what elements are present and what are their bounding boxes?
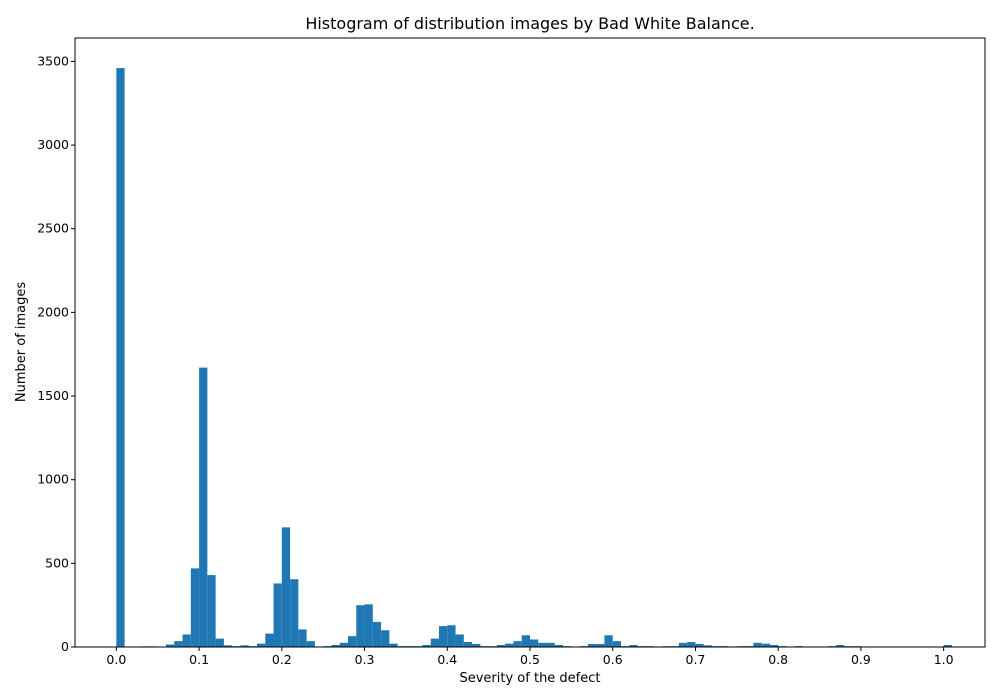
histogram-bar <box>215 638 224 647</box>
histogram-bar <box>389 643 398 647</box>
histogram-bar <box>836 644 845 647</box>
histogram-bar <box>182 634 191 647</box>
histogram-bar <box>116 68 125 648</box>
y-tick-label: 0 <box>61 639 69 654</box>
histogram-bar <box>372 621 382 647</box>
histogram-bars <box>116 68 952 648</box>
y-tick-label: 3500 <box>37 53 69 68</box>
histogram-bar <box>356 605 365 647</box>
plot-frame <box>74 37 986 648</box>
histogram-bar <box>761 643 770 647</box>
histogram-bar <box>430 638 439 647</box>
histogram-bar <box>455 634 464 647</box>
histogram-bar <box>629 644 638 647</box>
x-tick-label: 1.0 <box>934 652 954 667</box>
y-tick-label: 3000 <box>37 137 69 152</box>
y-tick-label: 1500 <box>37 388 69 403</box>
histogram-bar <box>695 643 704 647</box>
histogram-bar <box>190 568 200 647</box>
histogram-bar <box>240 645 249 647</box>
x-tick-label: 0.2 <box>272 652 292 667</box>
histogram-bar <box>587 643 597 647</box>
histogram-bar <box>348 636 357 648</box>
histogram-bar <box>298 629 307 647</box>
x-tick-label: 0.1 <box>189 652 209 667</box>
x-tick-label: 0.7 <box>686 652 706 667</box>
histogram-bar <box>546 642 555 647</box>
histogram-bar <box>538 642 547 647</box>
x-tick-label: 0.0 <box>106 652 126 667</box>
histogram-bar <box>678 642 688 647</box>
x-tick-label: 0.3 <box>355 652 375 667</box>
histogram-bar <box>554 644 564 647</box>
x-axis-ticks: 0.0 0.1 0.2 0.3 0.4 0.5 0.6 0.7 0.8 0.9 1.0 <box>106 647 954 667</box>
histogram-bar <box>496 644 506 647</box>
histogram-bar <box>364 604 373 647</box>
histogram-bar <box>166 644 175 647</box>
histogram-bar <box>530 639 539 647</box>
histogram-bar <box>687 641 696 647</box>
histogram-bar <box>505 643 514 647</box>
histogram-bar <box>463 641 473 647</box>
histogram-bar <box>521 635 530 647</box>
histogram-bar <box>513 641 522 647</box>
histogram-bar <box>281 527 291 648</box>
histogram-bar <box>174 641 183 647</box>
histogram-bar <box>753 642 762 647</box>
x-tick-label: 0.8 <box>768 652 788 667</box>
histogram-bar <box>207 575 216 647</box>
histogram-bar <box>472 643 481 647</box>
x-tick-label: 0.6 <box>603 652 623 667</box>
x-tick-label: 0.5 <box>520 652 540 667</box>
histogram-bar <box>306 641 315 647</box>
y-tick-label: 2500 <box>37 221 69 236</box>
histogram-bar <box>703 645 712 647</box>
histogram-bar <box>422 644 431 647</box>
histogram-bar <box>447 625 456 647</box>
histogram-bar <box>381 630 390 647</box>
histogram-bar <box>223 645 233 647</box>
histogram-bar <box>612 641 621 647</box>
histogram-bar <box>273 583 282 647</box>
chart-title: Histogram of distribution images by Bad … <box>305 14 754 33</box>
histogram-bar <box>199 367 208 647</box>
y-axis-title: Number of images <box>14 282 29 403</box>
y-tick-label: 2000 <box>37 304 69 319</box>
histogram-bar <box>596 643 605 647</box>
histogram-bar <box>769 644 779 647</box>
histogram-bar <box>339 642 348 647</box>
histogram-bar <box>604 635 613 647</box>
histogram-bar <box>290 579 299 647</box>
histogram-bar <box>331 644 340 647</box>
histogram-bar <box>265 633 274 647</box>
y-axis-ticks: 0 500 1000 1500 2000 2500 3000 3500 <box>37 53 75 654</box>
y-tick-label: 500 <box>45 555 69 570</box>
histogram-bar <box>439 626 448 647</box>
x-axis-title: Severity of the defect <box>459 671 600 686</box>
x-tick-label: 0.4 <box>437 652 457 667</box>
histogram-bar <box>257 643 266 647</box>
y-tick-label: 1000 <box>37 472 69 487</box>
x-tick-label: 0.9 <box>851 652 871 667</box>
histogram-bar <box>943 644 952 647</box>
